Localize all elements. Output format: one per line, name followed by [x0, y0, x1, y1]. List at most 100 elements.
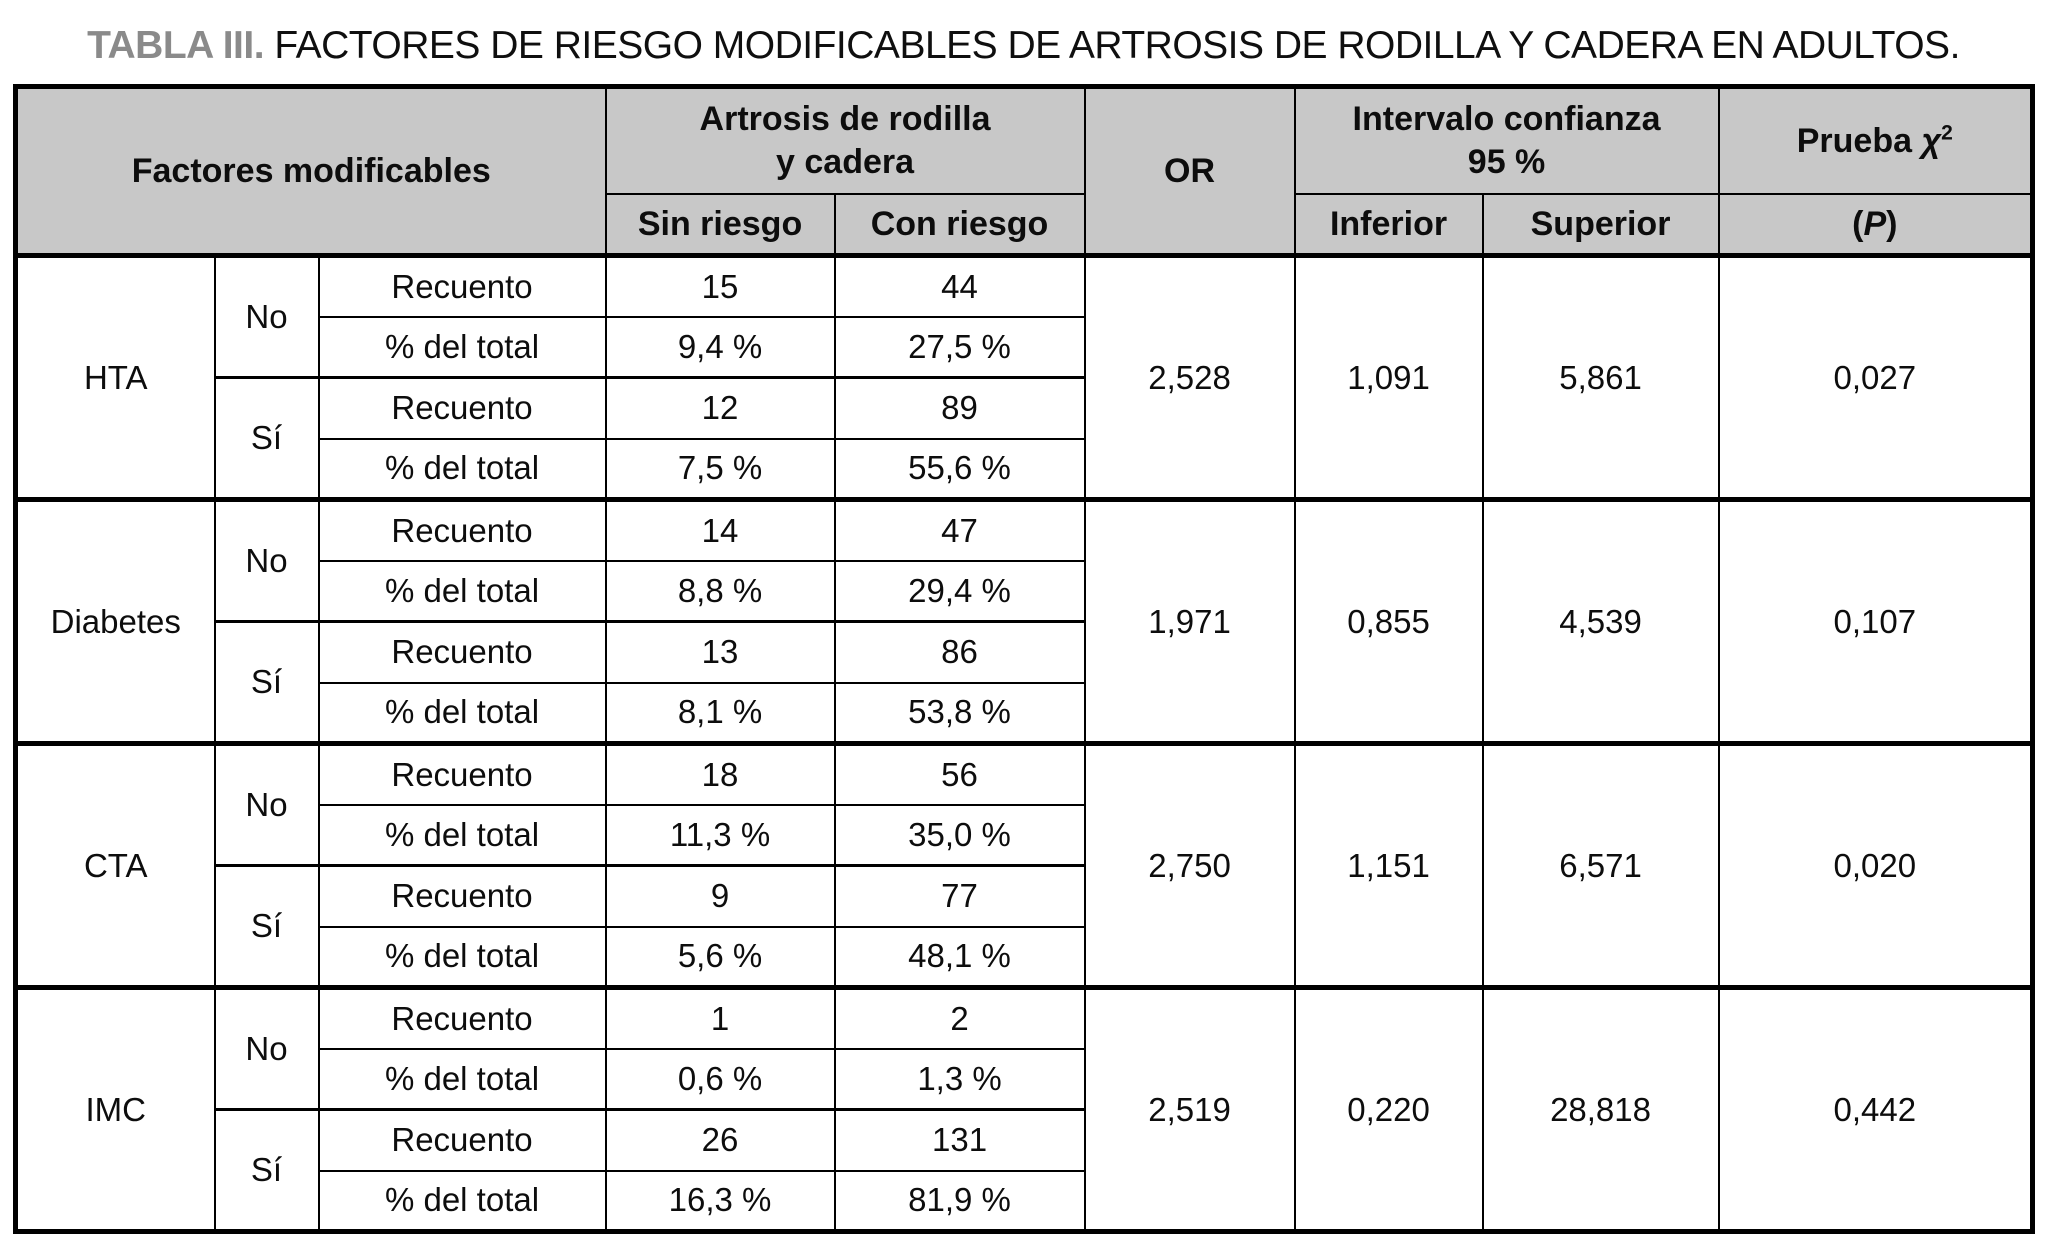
cell-diabetes-ci-inferior: 0,855 — [1293, 497, 1484, 745]
cell-hta-no-pct-sin: 9,4 % — [604, 315, 836, 379]
p-paren-close: ) — [1886, 204, 1898, 243]
factor-block-diabetes: Diabetes No Recuento 14 47 1,971 0,855 4… — [14, 497, 2034, 745]
row-label-recuento: Recuento — [317, 985, 607, 1050]
header-factores-modificables: Factores modificables — [14, 85, 607, 258]
factor-name-imc: IMC — [14, 985, 216, 1233]
cell-imc-si-recuento-sin: 26 — [604, 1108, 836, 1172]
cell-diabetes-no-recuento-sin: 14 — [604, 497, 836, 562]
row-label-pct: % del total — [317, 925, 607, 989]
group-label-no: No — [213, 254, 320, 379]
row-label-pct: % del total — [317, 1169, 607, 1233]
cell-diabetes-si-recuento-con: 86 — [833, 620, 1086, 684]
cell-hta-si-pct-sin: 7,5 % — [604, 437, 836, 501]
table-title-tag: TABLA III. — [87, 24, 265, 67]
cell-cta-p: 0,020 — [1717, 741, 2034, 989]
row-label-pct: % del total — [317, 437, 607, 501]
cell-imc-ci-inferior: 0,220 — [1293, 985, 1484, 1233]
row-label-recuento: Recuento — [317, 741, 607, 806]
cell-cta-no-recuento-sin: 18 — [604, 741, 836, 806]
cell-cta-si-recuento-sin: 9 — [604, 864, 836, 928]
header-prueba-chi2: Prueba χ2 — [1717, 85, 2034, 195]
group-label-si: Sí — [213, 1108, 320, 1233]
cell-hta-ci-inferior: 1,091 — [1293, 254, 1484, 501]
factor-name-cta: CTA — [14, 741, 216, 989]
cell-hta-no-pct-con: 27,5 % — [833, 315, 1086, 379]
row-label-pct: % del total — [317, 1047, 607, 1111]
row-label-recuento: Recuento — [317, 864, 607, 928]
cell-imc-si-pct-con: 81,9 % — [833, 1169, 1086, 1233]
cell-cta-or: 2,750 — [1083, 741, 1296, 989]
cell-imc-p: 0,442 — [1717, 985, 2034, 1233]
cell-imc-or: 2,519 — [1083, 985, 1296, 1233]
header-p-value: (P) — [1717, 192, 2034, 258]
group-label-si: Sí — [213, 864, 320, 989]
cell-diabetes-si-pct-con: 53,8 % — [833, 681, 1086, 745]
cell-cta-si-pct-con: 48,1 % — [833, 925, 1086, 989]
header-con-riesgo: Con riesgo — [833, 192, 1086, 258]
cell-imc-si-recuento-con: 131 — [833, 1108, 1086, 1172]
header-inferior: Inferior — [1293, 192, 1484, 258]
cell-cta-si-pct-sin: 5,6 % — [604, 925, 836, 989]
cell-diabetes-no-pct-con: 29,4 % — [833, 559, 1086, 623]
cell-imc-no-recuento-con: 2 — [833, 985, 1086, 1050]
cell-imc-no-pct-sin: 0,6 % — [604, 1047, 836, 1111]
factor-block-cta: CTA No Recuento 18 56 2,750 1,151 6,571 … — [14, 741, 2034, 989]
factor-block-imc: IMC No Recuento 1 2 2,519 0,220 28,818 0… — [14, 985, 2034, 1233]
table-header: Factores modificables Artrosis de rodill… — [14, 85, 2034, 258]
cell-imc-ci-superior: 28,818 — [1481, 985, 1720, 1233]
cell-cta-ci-inferior: 1,151 — [1293, 741, 1484, 989]
group-label-no: No — [213, 497, 320, 623]
row-label-recuento: Recuento — [317, 254, 607, 318]
row-label-recuento: Recuento — [317, 620, 607, 684]
factor-block-hta: HTA No Recuento 15 44 2,528 1,091 5,861 … — [14, 254, 2034, 501]
cell-imc-no-pct-con: 1,3 % — [833, 1047, 1086, 1111]
group-label-no: No — [213, 985, 320, 1111]
cell-diabetes-or: 1,971 — [1083, 497, 1296, 745]
row-label-pct: % del total — [317, 315, 607, 379]
cell-diabetes-si-recuento-sin: 13 — [604, 620, 836, 684]
cell-diabetes-si-pct-sin: 8,1 % — [604, 681, 836, 745]
header-artrosis-rodilla-cadera: Artrosis de rodilla y cadera — [604, 85, 1086, 195]
cell-cta-ci-superior: 6,571 — [1481, 741, 1720, 989]
row-label-pct: % del total — [317, 681, 607, 745]
prueba-label: Prueba — [1796, 121, 1922, 160]
cell-hta-p: 0,027 — [1717, 254, 2034, 501]
row-label-pct: % del total — [317, 803, 607, 867]
cell-hta-no-recuento-con: 44 — [833, 254, 1086, 318]
chi-exponent: 2 — [1941, 121, 1953, 145]
header-or: OR — [1083, 85, 1296, 258]
chi-symbol: χ — [1921, 121, 1942, 160]
cell-hta-si-recuento-sin: 12 — [604, 376, 836, 440]
cell-hta-or: 2,528 — [1083, 254, 1296, 501]
p-letter: P — [1863, 204, 1887, 243]
cell-hta-no-recuento-sin: 15 — [604, 254, 836, 318]
table-title-text: FACTORES DE RIESGO MODIFICABLES DE ARTRO… — [264, 24, 1960, 67]
cell-cta-no-pct-sin: 11,3 % — [604, 803, 836, 867]
factor-name-hta: HTA — [14, 254, 216, 501]
cell-diabetes-ci-superior: 4,539 — [1481, 497, 1720, 745]
row-label-recuento: Recuento — [317, 376, 607, 440]
header-superior: Superior — [1481, 192, 1720, 258]
cell-diabetes-no-pct-sin: 8,8 % — [604, 559, 836, 623]
row-label-recuento: Recuento — [317, 497, 607, 562]
cell-imc-no-recuento-sin: 1 — [604, 985, 836, 1050]
header-sin-riesgo: Sin riesgo — [604, 192, 836, 258]
cell-cta-si-recuento-con: 77 — [833, 864, 1086, 928]
header-intervalo-confianza: Intervalo confianza 95 % — [1293, 85, 1720, 195]
table-title: TABLA III. FACTORES DE RIESGO MODIFICABL… — [40, 24, 2007, 68]
group-label-no: No — [213, 741, 320, 867]
cell-imc-si-pct-sin: 16,3 % — [604, 1169, 836, 1233]
cell-hta-si-recuento-con: 89 — [833, 376, 1086, 440]
cell-hta-ci-superior: 5,861 — [1481, 254, 1720, 501]
cell-hta-si-pct-con: 55,6 % — [833, 437, 1086, 501]
group-label-si: Sí — [213, 620, 320, 745]
cell-cta-no-pct-con: 35,0 % — [833, 803, 1086, 867]
risk-factors-table: Factores modificables Artrosis de rodill… — [13, 84, 2036, 1234]
cell-diabetes-p: 0,107 — [1717, 497, 2034, 745]
row-label-pct: % del total — [317, 559, 607, 623]
row-label-recuento: Recuento — [317, 1108, 607, 1172]
group-label-si: Sí — [213, 376, 320, 501]
cell-diabetes-no-recuento-con: 47 — [833, 497, 1086, 562]
factor-name-diabetes: Diabetes — [14, 497, 216, 745]
